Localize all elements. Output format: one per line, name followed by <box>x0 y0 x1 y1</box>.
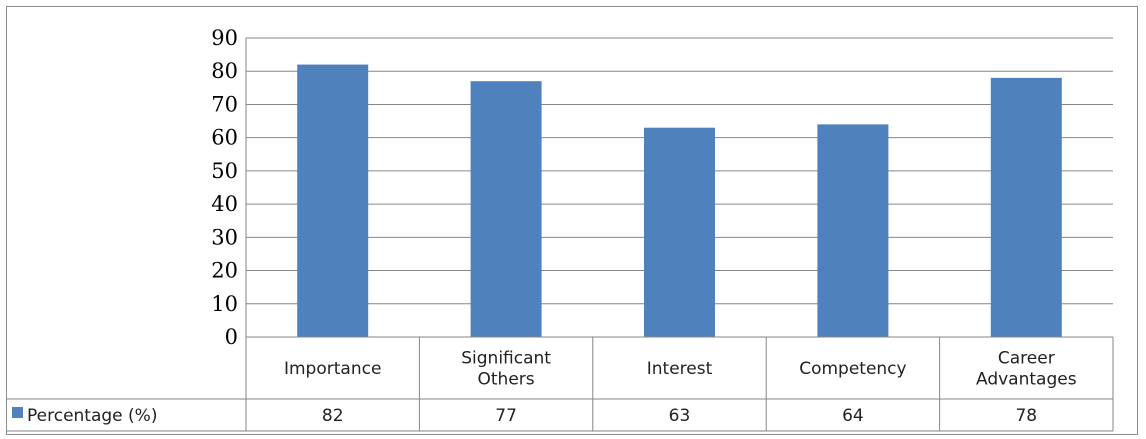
y-tick-label: 60 <box>211 126 238 150</box>
category-label: Importance <box>284 359 381 379</box>
y-tick-label: 50 <box>211 159 238 183</box>
bar <box>644 127 715 337</box>
data-label: 78 <box>1015 406 1037 426</box>
bar <box>297 64 369 338</box>
y-tick-label: 70 <box>211 92 238 116</box>
bar <box>990 77 1062 337</box>
category-label: Others <box>478 370 535 390</box>
bar-chart: 0 10 20 30 40 50 60 70 80 90 Importance Significant… <box>7 26 1114 432</box>
y-tick-label: 30 <box>211 225 238 249</box>
y-tick-label: 0 <box>225 325 238 349</box>
bar <box>817 124 889 337</box>
legend-swatch <box>12 407 23 418</box>
y-tick-label: 40 <box>211 192 238 216</box>
data-label: 64 <box>842 406 864 426</box>
legend-label: Percentage (%) <box>27 406 157 426</box>
category-label: Interest <box>647 359 713 379</box>
data-label: 82 <box>322 406 344 426</box>
y-tick-label: 90 <box>211 26 238 50</box>
category-label: Career <box>998 349 1055 369</box>
y-tick-label: 80 <box>211 59 238 83</box>
y-tick-label: 10 <box>211 292 238 316</box>
category-label: Significant <box>461 349 551 369</box>
bar <box>470 81 542 337</box>
data-label: 63 <box>669 406 691 426</box>
category-label: Advantages <box>976 370 1077 390</box>
category-label: Competency <box>799 359 906 379</box>
y-tick-label: 20 <box>211 259 238 283</box>
chart-frame: 0 10 20 30 40 50 60 70 80 90 Importance Significant… <box>6 6 1138 435</box>
data-label: 77 <box>495 406 517 426</box>
